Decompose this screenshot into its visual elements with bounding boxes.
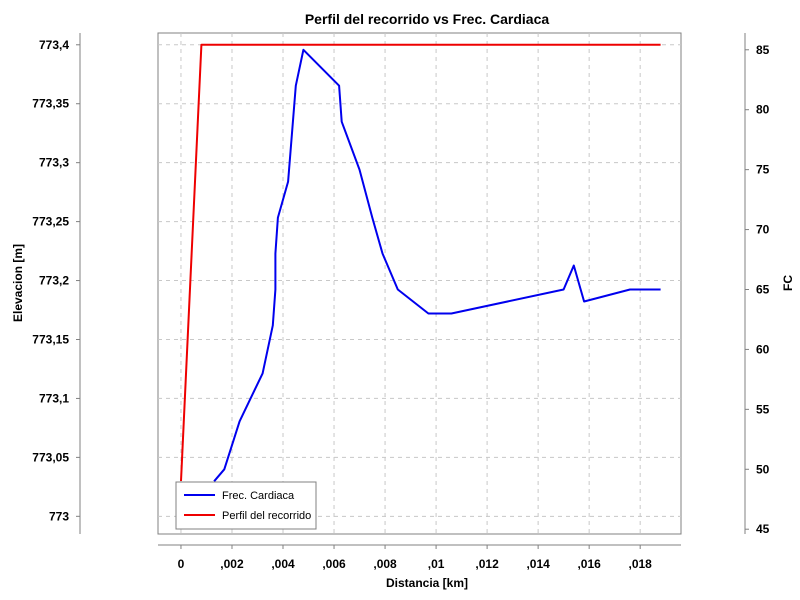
x-axis-label: Distancia [km] — [386, 576, 468, 590]
plot-frame — [157, 32, 682, 535]
y-left-tick-label: 773,15 — [32, 332, 69, 346]
y-left-tick-label: 773,25 — [32, 215, 69, 229]
y-left-tick-label: 773,3 — [39, 156, 69, 170]
y-right-tick-label: 65 — [756, 282, 770, 296]
y-right-tick-label: 55 — [756, 402, 770, 416]
x-tick-label: ,008 — [373, 557, 397, 571]
x-tick-label: ,006 — [322, 557, 346, 571]
y-right-tick-label: 70 — [756, 223, 770, 237]
x-tick-label: ,016 — [577, 557, 601, 571]
x-tick-label: ,012 — [475, 557, 499, 571]
series-layer — [180, 43, 661, 482]
legend-box — [175, 481, 317, 530]
series-line-frec-cardiaca — [213, 48, 661, 482]
y-right-tick-label: 85 — [756, 43, 770, 57]
grid-layer — [158, 33, 681, 534]
x-tick-label: ,002 — [220, 557, 244, 571]
y-left-tick-label: 773,35 — [32, 97, 69, 111]
y-left-tick-label: 773,2 — [39, 274, 69, 288]
y-right-tick-label: 80 — [756, 103, 770, 117]
legend-label-frec-cardiaca: Frec. Cardiaca — [222, 490, 295, 502]
x-tick-label: ,018 — [629, 557, 653, 571]
series-line-perfil-del-recorrido — [180, 43, 661, 482]
x-tick-label: ,01 — [428, 557, 445, 571]
x-axis-ticks: 0 ,002 ,004 ,006 ,008 ,01 ,012 ,014 ,016 ,018 — [178, 545, 653, 571]
y-right-axis-label: FC — [781, 275, 795, 291]
y-right-tick-label: 45 — [756, 522, 770, 536]
y-right-tick-label: 75 — [756, 163, 770, 177]
x-tick-label: ,014 — [526, 557, 550, 571]
y-left-tick-label: 773,4 — [39, 38, 69, 52]
y-right-tick-label: 60 — [756, 342, 770, 356]
x-tick-label: 0 — [178, 557, 185, 571]
legend: Frec. Cardiaca Perfil del recorrido — [175, 481, 317, 530]
y-right-axis-ticks: 45 50 55 60 65 70 75 80 85 — [745, 43, 770, 536]
y-left-axis-label: Elevacion [m] — [11, 244, 25, 322]
legend-label-perfil: Perfil del recorrido — [222, 510, 311, 522]
y-left-tick-label: 773,05 — [32, 450, 69, 464]
y-left-tick-label: 773,1 — [39, 391, 69, 405]
y-right-tick-label: 50 — [756, 462, 770, 476]
y-left-tick-label: 773 — [49, 509, 69, 523]
chart-title: Perfil del recorrido vs Frec. Cardiaca — [305, 11, 550, 27]
y-left-axis-ticks: 773 773,05 773,1 773,15 773,2 773,25 773,3 773,… — [32, 38, 80, 523]
x-tick-label: ,004 — [271, 557, 295, 571]
